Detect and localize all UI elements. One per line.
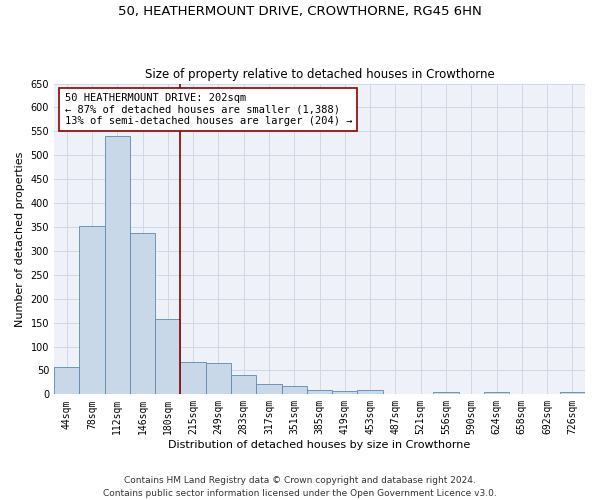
Text: Contains HM Land Registry data © Crown copyright and database right 2024.
Contai: Contains HM Land Registry data © Crown c… (103, 476, 497, 498)
Bar (307, 390, 332, 394)
Bar (358, 390, 383, 394)
Bar (79, 226, 104, 394)
Bar (256, 384, 281, 394)
Bar (181, 362, 206, 394)
Title: Size of property relative to detached houses in Crowthorne: Size of property relative to detached ho… (145, 68, 494, 81)
Bar (433, 392, 458, 394)
Bar (206, 363, 231, 394)
Bar (560, 392, 585, 394)
Bar (231, 375, 256, 394)
Bar (54, 367, 79, 394)
Bar (281, 386, 307, 394)
Bar (484, 392, 509, 394)
Bar (130, 233, 155, 394)
X-axis label: Distribution of detached houses by size in Crowthorne: Distribution of detached houses by size … (169, 440, 470, 450)
Bar (155, 320, 181, 394)
Y-axis label: Number of detached properties: Number of detached properties (15, 152, 25, 326)
Text: 50 HEATHERMOUNT DRIVE: 202sqm
← 87% of detached houses are smaller (1,388)
13% o: 50 HEATHERMOUNT DRIVE: 202sqm ← 87% of d… (65, 93, 352, 126)
Text: 50, HEATHERMOUNT DRIVE, CROWTHORNE, RG45 6HN: 50, HEATHERMOUNT DRIVE, CROWTHORNE, RG45… (118, 5, 482, 18)
Bar (104, 136, 130, 394)
Bar (332, 390, 358, 394)
